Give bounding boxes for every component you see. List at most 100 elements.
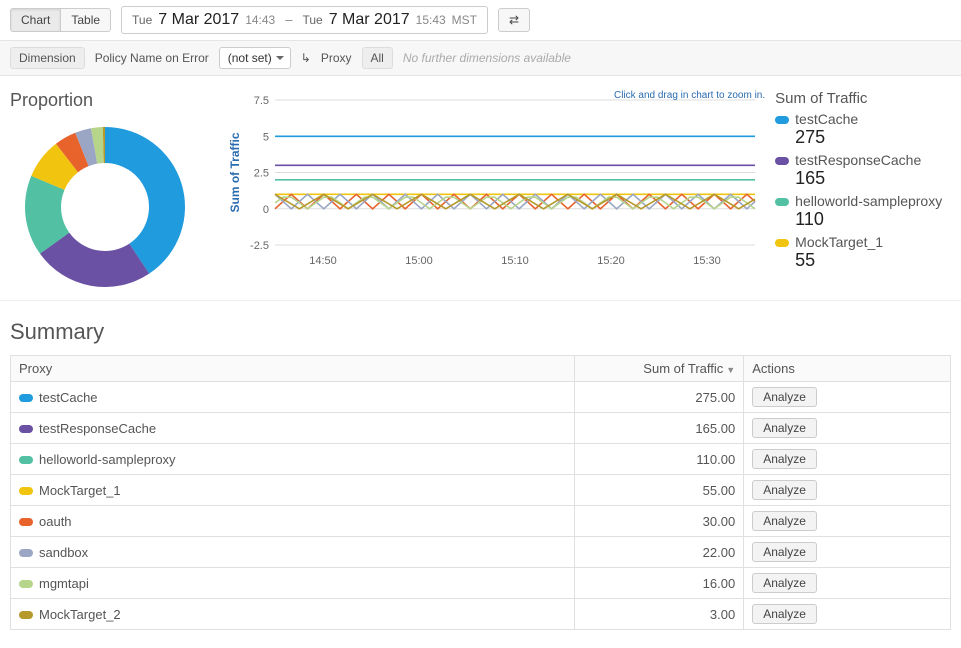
traffic-line-chart[interactable]: -2.502.557.514:5015:0015:1015:2015:30Sum… <box>225 90 765 270</box>
cell-sum: 22.00 <box>575 537 744 568</box>
date-to-dow: Tue <box>302 13 322 27</box>
row-swatch <box>19 518 33 526</box>
proportion-title: Proportion <box>10 90 215 111</box>
row-proxy-name: testResponseCache <box>39 421 156 436</box>
cell-actions: Analyze <box>744 506 951 537</box>
table-row: testCache 275.00 Analyze <box>11 382 951 413</box>
svg-text:15:00: 15:00 <box>405 255 433 267</box>
legend-value: 55 <box>795 250 815 270</box>
legend-title: Sum of Traffic <box>775 90 951 107</box>
refresh-icon: ⇄ <box>509 13 519 27</box>
legend-name: helloworld-sampleproxy <box>795 193 942 209</box>
cell-sum: 3.00 <box>575 599 744 630</box>
cell-actions: Analyze <box>744 444 951 475</box>
summary-title: Summary <box>10 319 951 345</box>
row-proxy-name: MockTarget_2 <box>39 607 121 622</box>
table-row: oauth 30.00 Analyze <box>11 506 951 537</box>
proportion-panel: Proportion <box>10 90 215 290</box>
scope-all-chip[interactable]: All <box>362 47 393 69</box>
legend-value: 275 <box>795 127 825 147</box>
summary-header-row: Proxy Sum of Traffic▼ Actions <box>11 356 951 382</box>
legend-panel: Sum of Traffic testCache275 testResponseC… <box>775 90 951 290</box>
table-row: sandbox 22.00 Analyze <box>11 537 951 568</box>
table-row: MockTarget_155.00Analyze <box>11 475 951 506</box>
date-range-picker[interactable]: Tue 7 Mar 2017 14:43 – Tue 7 Mar 2017 15… <box>121 6 488 34</box>
cell-sum: 110.00 <box>575 444 744 475</box>
col-proxy[interactable]: Proxy <box>11 356 575 382</box>
analyze-button[interactable]: Analyze <box>752 573 817 593</box>
col-actions: Actions <box>744 356 951 382</box>
cell-actions: Analyze <box>744 382 951 413</box>
cell-actions: Analyze <box>744 568 951 599</box>
cell-sum: 275.00 <box>575 382 744 413</box>
dimension-chip[interactable]: Dimension <box>10 47 85 69</box>
cell-proxy: MockTarget_2 <box>11 599 575 630</box>
legend-item[interactable]: testResponseCache165 <box>775 152 951 189</box>
svg-text:15:10: 15:10 <box>501 255 529 267</box>
legend-item[interactable]: helloworld-sampleproxy110 <box>775 193 951 230</box>
svg-text:15:20: 15:20 <box>597 255 625 267</box>
analyze-button[interactable]: Analyze <box>752 418 817 438</box>
refresh-button[interactable]: ⇄ <box>498 8 530 32</box>
top-toolbar: Chart Table Tue 7 Mar 2017 14:43 – Tue 7… <box>0 0 961 41</box>
cell-actions: Analyze <box>744 475 951 506</box>
col-sum-label: Sum of Traffic <box>643 361 723 376</box>
date-range-separator: – <box>285 12 292 27</box>
date-to-date: 7 Mar 2017 <box>329 11 410 29</box>
cell-sum: 16.00 <box>575 568 744 599</box>
row-proxy-name: helloworld-sampleproxy <box>39 452 176 467</box>
analyze-button[interactable]: Analyze <box>752 511 817 531</box>
row-proxy-name: oauth <box>39 514 72 529</box>
analyze-button[interactable]: Analyze <box>752 449 817 469</box>
svg-text:15:30: 15:30 <box>693 255 721 267</box>
no-more-dimensions-hint: No further dimensions available <box>403 51 571 65</box>
line-chart-panel: Click and drag in chart to zoom in. -2.5… <box>225 90 765 290</box>
row-swatch <box>19 425 33 433</box>
proportion-donut-chart[interactable] <box>10 117 200 287</box>
legend-swatch <box>775 198 789 206</box>
chart-tab-button[interactable]: Chart <box>10 8 61 32</box>
cell-actions: Analyze <box>744 599 951 630</box>
row-proxy-name: testCache <box>39 390 98 405</box>
row-swatch <box>19 611 33 619</box>
svg-text:7.5: 7.5 <box>254 95 269 107</box>
cell-proxy: mgmtapi <box>11 568 575 599</box>
table-row: testResponseCache165.00Analyze <box>11 413 951 444</box>
svg-text:Sum of Traffic: Sum of Traffic <box>228 132 242 212</box>
policy-name-label: Policy Name on Error <box>95 51 209 65</box>
cell-proxy: testCache <box>11 382 575 413</box>
legend-swatch <box>775 157 789 165</box>
view-toggle: Chart Table <box>10 8 111 32</box>
cell-actions: Analyze <box>744 537 951 568</box>
summary-panel: Summary Proxy Sum of Traffic▼ Actions te… <box>0 301 961 648</box>
legend-item[interactable]: testCache275 <box>775 111 951 148</box>
zoom-hint: Click and drag in chart to zoom in. <box>614 90 765 101</box>
analyze-button[interactable]: Analyze <box>752 604 817 624</box>
legend-item[interactable]: MockTarget_155 <box>775 234 951 271</box>
summary-table: Proxy Sum of Traffic▼ Actions testCache 2… <box>10 355 951 630</box>
analyze-button[interactable]: Analyze <box>752 387 817 407</box>
analyze-button[interactable]: Analyze <box>752 480 817 500</box>
date-from-date: 7 Mar 2017 <box>158 11 239 29</box>
legend-value: 165 <box>795 168 825 188</box>
svg-text:-2.5: -2.5 <box>250 240 269 252</box>
legend-name: MockTarget_1 <box>795 234 883 250</box>
cell-proxy: helloworld-sampleproxy <box>11 444 575 475</box>
row-swatch <box>19 456 33 464</box>
table-tab-button[interactable]: Table <box>61 8 111 32</box>
level-proxy-label[interactable]: Proxy <box>321 51 352 65</box>
row-proxy-name: sandbox <box>39 545 88 560</box>
cell-proxy: sandbox <box>11 537 575 568</box>
legend-swatch <box>775 116 789 124</box>
legend-name: testResponseCache <box>795 152 921 168</box>
analyze-button[interactable]: Analyze <box>752 542 817 562</box>
svg-text:14:50: 14:50 <box>309 255 337 267</box>
policy-value-select[interactable]: (not set) <box>219 47 291 69</box>
charts-row: Proportion Click and drag in chart to zo… <box>0 76 961 301</box>
row-proxy-name: MockTarget_1 <box>39 483 121 498</box>
sort-desc-icon: ▼ <box>726 365 735 375</box>
col-sum[interactable]: Sum of Traffic▼ <box>575 356 744 382</box>
row-swatch <box>19 549 33 557</box>
cell-sum: 30.00 <box>575 506 744 537</box>
date-to-tz: MST <box>452 13 477 27</box>
